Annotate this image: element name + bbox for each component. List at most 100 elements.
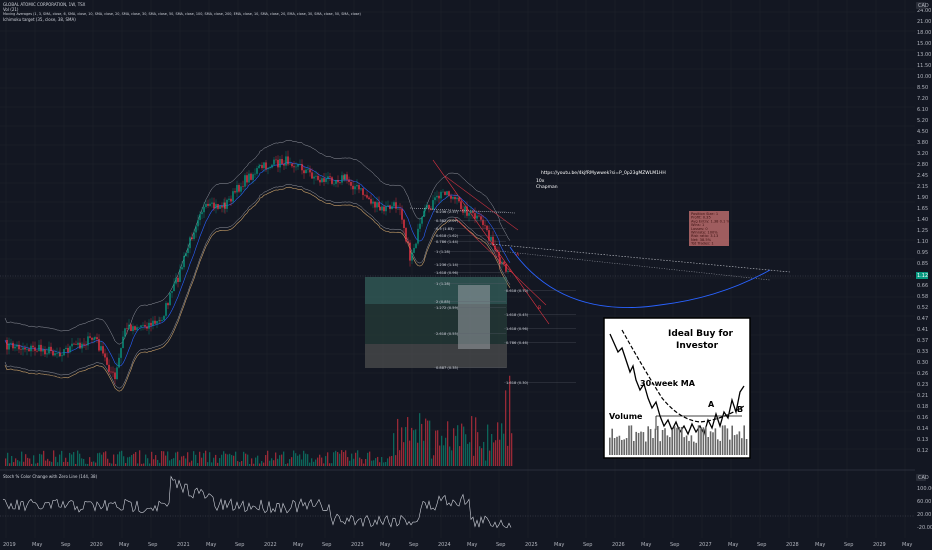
time-axis-label: 2026 bbox=[612, 542, 625, 548]
time-axis-label: 2021 bbox=[177, 542, 190, 548]
price-axis-label: 21.00 bbox=[917, 19, 931, 25]
time-axis-label: 2025 bbox=[525, 542, 538, 548]
time-axis-label: May bbox=[554, 542, 564, 548]
price-axis-label: 0.23 bbox=[917, 382, 928, 388]
stats-line: Net: 38.5% bbox=[691, 238, 712, 242]
price-axis-label: 4.50 bbox=[917, 129, 928, 135]
annotation-letter-a: A bbox=[516, 252, 520, 258]
fib-level-label: 1.618 (0.45) bbox=[506, 313, 529, 317]
fib-level-label: 1 (1.28) bbox=[436, 250, 451, 254]
price-axis-label: 0.95 bbox=[917, 250, 928, 256]
stats-line: Avg Entry: 1.38 0.1 % bbox=[691, 219, 730, 223]
fib-level-label: 1.618 (0.96) bbox=[506, 327, 529, 331]
time-axis-label: Sep bbox=[322, 542, 331, 548]
price-axis-label: 6.10 bbox=[917, 107, 928, 113]
annotation-tag-chapman: Chapman bbox=[536, 184, 558, 190]
time-axis-label: May bbox=[293, 542, 303, 548]
fib-level-label: 0.786 (0.46) bbox=[506, 341, 529, 345]
price-axis-label: 3.20 bbox=[917, 151, 928, 157]
lower-panel-title[interactable]: Stoch % Color Change with Zero Line (144… bbox=[3, 474, 98, 479]
price-axis-label: 18.00 bbox=[917, 30, 931, 36]
time-axis-label: May bbox=[32, 542, 42, 548]
price-axis-label: 0.33 bbox=[917, 349, 928, 355]
indicator-ichimoku[interactable]: Ichimoku target (35, close, 38, SMA) bbox=[3, 17, 76, 22]
stats-line: Winrate: 100% bbox=[691, 231, 718, 235]
price-axis-label: 0.18 bbox=[917, 404, 928, 410]
price-axis-label: 2.15 bbox=[917, 184, 928, 190]
stats-line: Risk ratio: 3.13 bbox=[691, 234, 718, 238]
price-axis-label: 0.13 bbox=[917, 437, 928, 443]
price-axis-label: 1.10 bbox=[917, 239, 928, 245]
time-axis-label: May bbox=[119, 542, 129, 548]
fib-level-label: 0.618 (1.62) bbox=[436, 234, 459, 238]
price-candles bbox=[6, 150, 511, 385]
time-axis-label: Sep bbox=[844, 542, 853, 548]
currency-badge[interactable] bbox=[916, 2, 926, 9]
price-axis-label: 1.25 bbox=[917, 228, 928, 234]
stoch-line bbox=[2, 475, 512, 529]
time-axis-label: May bbox=[815, 542, 825, 548]
price-axis-label: 10.00 bbox=[917, 74, 931, 80]
time-axis[interactable]: 2019 May Sep 2020 May Sep 2021 May Sep 2022 May Sep… bbox=[3, 542, 912, 548]
fib-level-label: 0.786 (1.44) bbox=[436, 240, 459, 244]
stats-line: Tot Trades: 1 bbox=[690, 242, 714, 246]
symbol-title[interactable]: GLOBAL ATOMIC CORPORATION, 1W, TSX bbox=[3, 2, 86, 7]
time-axis-label: May bbox=[728, 542, 738, 548]
time-axis-label: 2028 bbox=[786, 542, 799, 548]
time-axis-label: 2023 bbox=[351, 542, 364, 548]
time-axis-label: 2029 bbox=[873, 542, 886, 548]
trade-box[interactable] bbox=[365, 277, 507, 368]
lower-axis-label: 60.00 bbox=[917, 499, 931, 505]
time-axis-label: 2027 bbox=[699, 542, 712, 548]
price-axis-label: 0.14 bbox=[917, 426, 928, 432]
time-axis-label: Sep bbox=[148, 542, 157, 548]
price-axis-label: 1.40 bbox=[917, 217, 928, 223]
price-axis-label: 2.45 bbox=[917, 173, 928, 179]
last-price-tag bbox=[916, 272, 928, 279]
currency-label: CAD bbox=[918, 3, 929, 9]
fib-level-label: 0.887 (0.35) bbox=[436, 366, 459, 370]
ideal-panel-ma-label: 30-week MA bbox=[640, 379, 696, 388]
fib-level-label: 1.236 (1.14) bbox=[436, 263, 459, 267]
volume-bars bbox=[5, 375, 513, 466]
time-axis-label: May bbox=[641, 542, 651, 548]
annotation-url[interactable]: https://youtu.be/4kjfRMywwek?si=P_0p23gM… bbox=[541, 170, 666, 176]
price-axis-label: 0.47 bbox=[917, 316, 928, 322]
price-axis-label: 0.30 bbox=[917, 360, 928, 366]
fib-level-label: 2 (0.85) bbox=[436, 300, 451, 304]
stats-line: Losses: 0 bbox=[691, 227, 708, 231]
stats-line: Position Size: 1 bbox=[691, 212, 718, 216]
time-axis-label: May bbox=[380, 542, 390, 548]
price-axis-label: 1.65 bbox=[917, 206, 928, 212]
price-axis-label: 24.00 bbox=[917, 8, 931, 14]
price-axis-label: 1.90 bbox=[917, 195, 928, 201]
stats-line: Profit: 0.35 bbox=[691, 216, 711, 220]
price-axis-label: 13.00 bbox=[917, 52, 931, 58]
ideal-panel-title-1: Ideal Buy for bbox=[668, 329, 734, 339]
fib-level-label: 0.382 (2.07) bbox=[436, 219, 459, 223]
indicator-moving-averages[interactable]: Moving Averages (1, 3, SMA, close, 6, SM… bbox=[3, 12, 361, 16]
price-axis-label: 0.52 bbox=[917, 305, 928, 311]
time-axis-label: May bbox=[902, 542, 912, 548]
time-axis-label: Sep bbox=[757, 542, 766, 548]
time-axis-label: 2020 bbox=[90, 542, 103, 548]
price-axis-label: 2.80 bbox=[917, 162, 928, 168]
price-axis-label: 7.20 bbox=[917, 96, 928, 102]
fib-level-label: 0.618 (0.70) bbox=[506, 289, 529, 293]
ideal-panel-ma-line bbox=[621, 329, 745, 423]
time-axis-label: Sep bbox=[409, 542, 418, 548]
time-axis-label: Sep bbox=[496, 542, 505, 548]
indicator-volume[interactable]: Vol (21) bbox=[3, 7, 19, 12]
price-axis-label: 5.20 bbox=[917, 118, 928, 124]
lower-panel-axis[interactable]: 100.00 60.00 20.00 -20.00 bbox=[917, 486, 932, 531]
ideal-buy-panel[interactable]: Ideal Buy for Investor 30-week MA Volume… bbox=[603, 317, 751, 459]
price-axis-label: 11.50 bbox=[917, 63, 931, 69]
lower-currency-label: CAD bbox=[918, 475, 929, 481]
last-price-value: 1.12 bbox=[917, 273, 928, 279]
price-axis-label: 0.12 bbox=[917, 448, 928, 454]
trend-lines[interactable] bbox=[0, 159, 915, 325]
fib-level-label: 1.618 (0.96) bbox=[436, 271, 459, 275]
lower-axis-label: 100.00 bbox=[917, 486, 932, 492]
